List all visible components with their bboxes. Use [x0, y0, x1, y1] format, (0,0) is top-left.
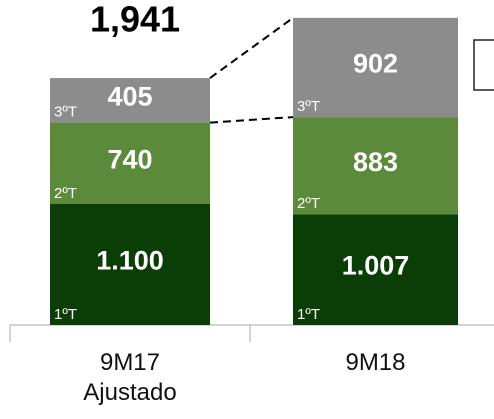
value-label: 405 [107, 81, 152, 111]
bar-segment [50, 122, 210, 204]
value-label: 1.007 [342, 251, 410, 281]
segment-label: 2ºT [54, 185, 77, 202]
segment-label: 1ºT [54, 306, 77, 323]
callout-box [473, 39, 494, 91]
segment-label: 2ºT [297, 195, 320, 212]
total-annotation: 1,941 [90, 0, 180, 40]
bar-segment [293, 117, 458, 215]
segment-label: 3ºT [297, 98, 320, 115]
bar-segment [50, 78, 210, 123]
value-label: 1.100 [96, 246, 164, 276]
value-label: 883 [353, 147, 398, 177]
segment-label: 1ºT [297, 306, 320, 323]
value-label: 902 [353, 49, 398, 79]
bar-segment [293, 17, 458, 118]
segment-label: 3ºT [54, 104, 77, 121]
connector [209, 116, 294, 124]
bar-segment [293, 214, 458, 325]
value-label: 740 [107, 144, 152, 174]
connector [209, 17, 294, 79]
x-tick-label: 9M18 [345, 349, 406, 376]
x-tick-label: 9M17 Ajustado [83, 349, 177, 406]
bar-segment [50, 204, 210, 325]
